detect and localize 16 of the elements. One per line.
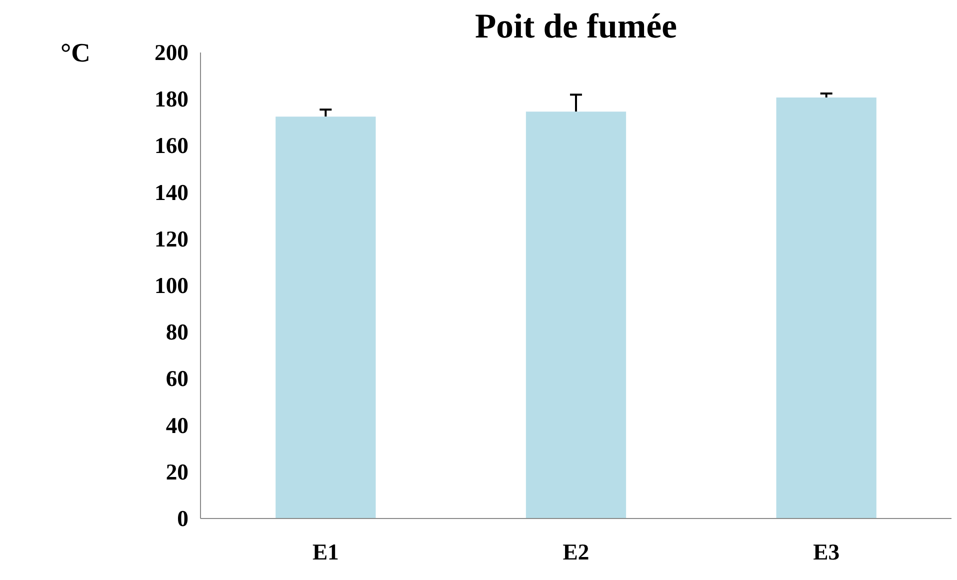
y-tick-label: 0 — [177, 506, 188, 531]
chart-title: Poit de fumée — [474, 8, 678, 46]
x-tick-label: E3 — [813, 540, 840, 564]
y-tick-label: 40 — [166, 412, 188, 438]
y-tick-label: 140 — [154, 180, 188, 205]
y-tick-label: 160 — [154, 133, 188, 158]
y-tick-label: 60 — [166, 366, 188, 392]
y-tick-label: 100 — [154, 273, 188, 298]
x-tick-label: E1 — [312, 540, 339, 564]
y-tick-label: 80 — [166, 320, 188, 345]
y-tick-label: 200 — [154, 40, 188, 65]
x-tick-label: E2 — [562, 540, 590, 564]
y-axis-title: °C — [60, 38, 90, 68]
y-tick-label: 180 — [154, 86, 188, 112]
y-tick-label: 120 — [154, 226, 188, 252]
y-tick-label: 20 — [166, 459, 188, 484]
